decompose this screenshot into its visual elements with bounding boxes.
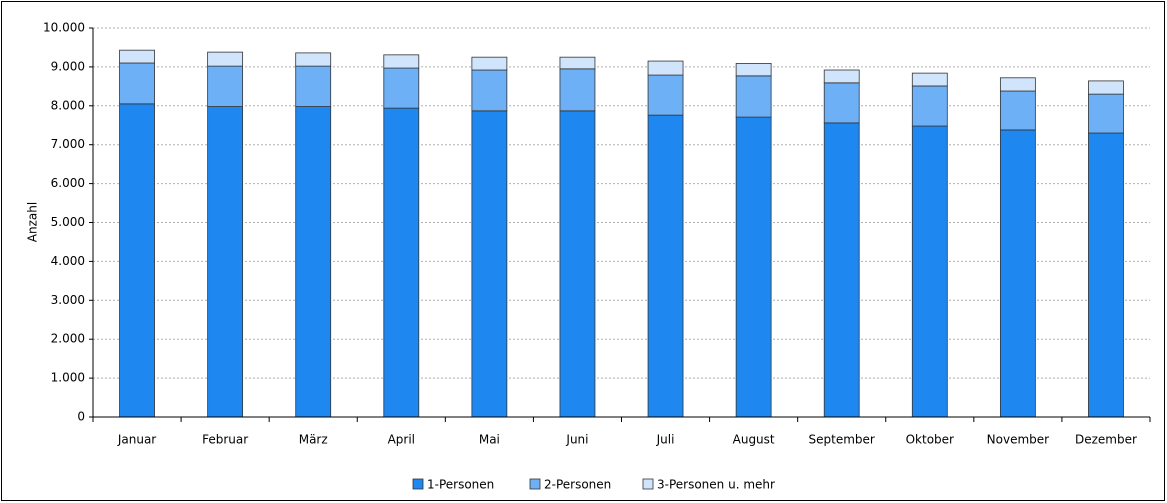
y-axis-label: Anzahl (26, 202, 40, 242)
bar-segment (1088, 80, 1124, 95)
y-tick-label: 4.000 (51, 254, 85, 268)
bar-segment (647, 74, 684, 116)
bar-segment (911, 125, 948, 418)
legend-label: 2-Personen (544, 478, 611, 492)
x-tick-label: Juni (565, 433, 588, 447)
bar-segment (383, 54, 420, 69)
bar-segment (823, 69, 860, 84)
bar-segment (735, 62, 772, 77)
y-tick-label: 6.000 (51, 176, 85, 190)
x-tick-label: November (987, 433, 1049, 447)
bar-segment (295, 52, 332, 67)
bar-segment (471, 56, 508, 71)
y-tick-label: 5.000 (51, 215, 85, 229)
x-tick-label: Juli (656, 433, 675, 447)
bar-segment (207, 65, 244, 107)
y-tick-label: 7.000 (51, 137, 85, 151)
x-tick-label: Februar (202, 433, 248, 447)
y-tick-label: 0 (77, 410, 85, 424)
bar-segment (911, 85, 948, 127)
y-tick-label: 3.000 (51, 293, 85, 307)
bar-segment (911, 72, 948, 87)
bar-segment (295, 65, 332, 107)
bar-segment (295, 106, 332, 418)
bar-segment (647, 60, 684, 76)
bar-segment (559, 68, 596, 112)
legend-label: 1-Personen (427, 478, 494, 492)
x-tick-label: September (809, 433, 875, 447)
bar-segment (647, 114, 684, 418)
x-tick-label: Mai (479, 433, 500, 447)
bar-segment (823, 82, 860, 124)
legend-swatch (529, 478, 541, 490)
y-tick-label: 1.000 (51, 371, 85, 385)
bar-segment (383, 67, 420, 109)
bar-segment (119, 62, 155, 105)
x-tick-label: Januar (117, 433, 156, 447)
x-tick-label: April (388, 433, 415, 447)
bar-segment (119, 103, 155, 418)
bar-segment (559, 110, 596, 418)
y-tick-label: 10.000 (43, 21, 85, 35)
bar-segment (999, 77, 1036, 92)
y-tick-label: 9.000 (51, 59, 85, 73)
y-tick-label: 8.000 (51, 98, 85, 112)
legend-label: 3-Personen u. mehr (657, 478, 775, 492)
x-tick-label: August (733, 433, 775, 447)
legend-swatch (412, 478, 424, 490)
x-tick-label: Oktober (906, 433, 954, 447)
bar-segment (471, 69, 508, 112)
bar-segment (999, 129, 1036, 418)
legend-swatch (642, 478, 654, 490)
bar-segment (999, 90, 1036, 131)
x-tick-label: Dezember (1075, 433, 1137, 447)
bar-segment (207, 106, 244, 418)
bar-segment (559, 56, 596, 70)
bar-segment (823, 122, 860, 418)
x-tick-label: März (299, 433, 328, 447)
bar-segment (1088, 93, 1124, 134)
bar-segment (1088, 132, 1124, 418)
bar-segment (471, 110, 508, 418)
bar-segment (383, 107, 420, 418)
bar-segment (735, 75, 772, 118)
bar-segment (735, 116, 772, 418)
y-tick-label: 2.000 (51, 332, 85, 346)
bar-segment (207, 51, 244, 67)
bar-segment (119, 49, 155, 64)
